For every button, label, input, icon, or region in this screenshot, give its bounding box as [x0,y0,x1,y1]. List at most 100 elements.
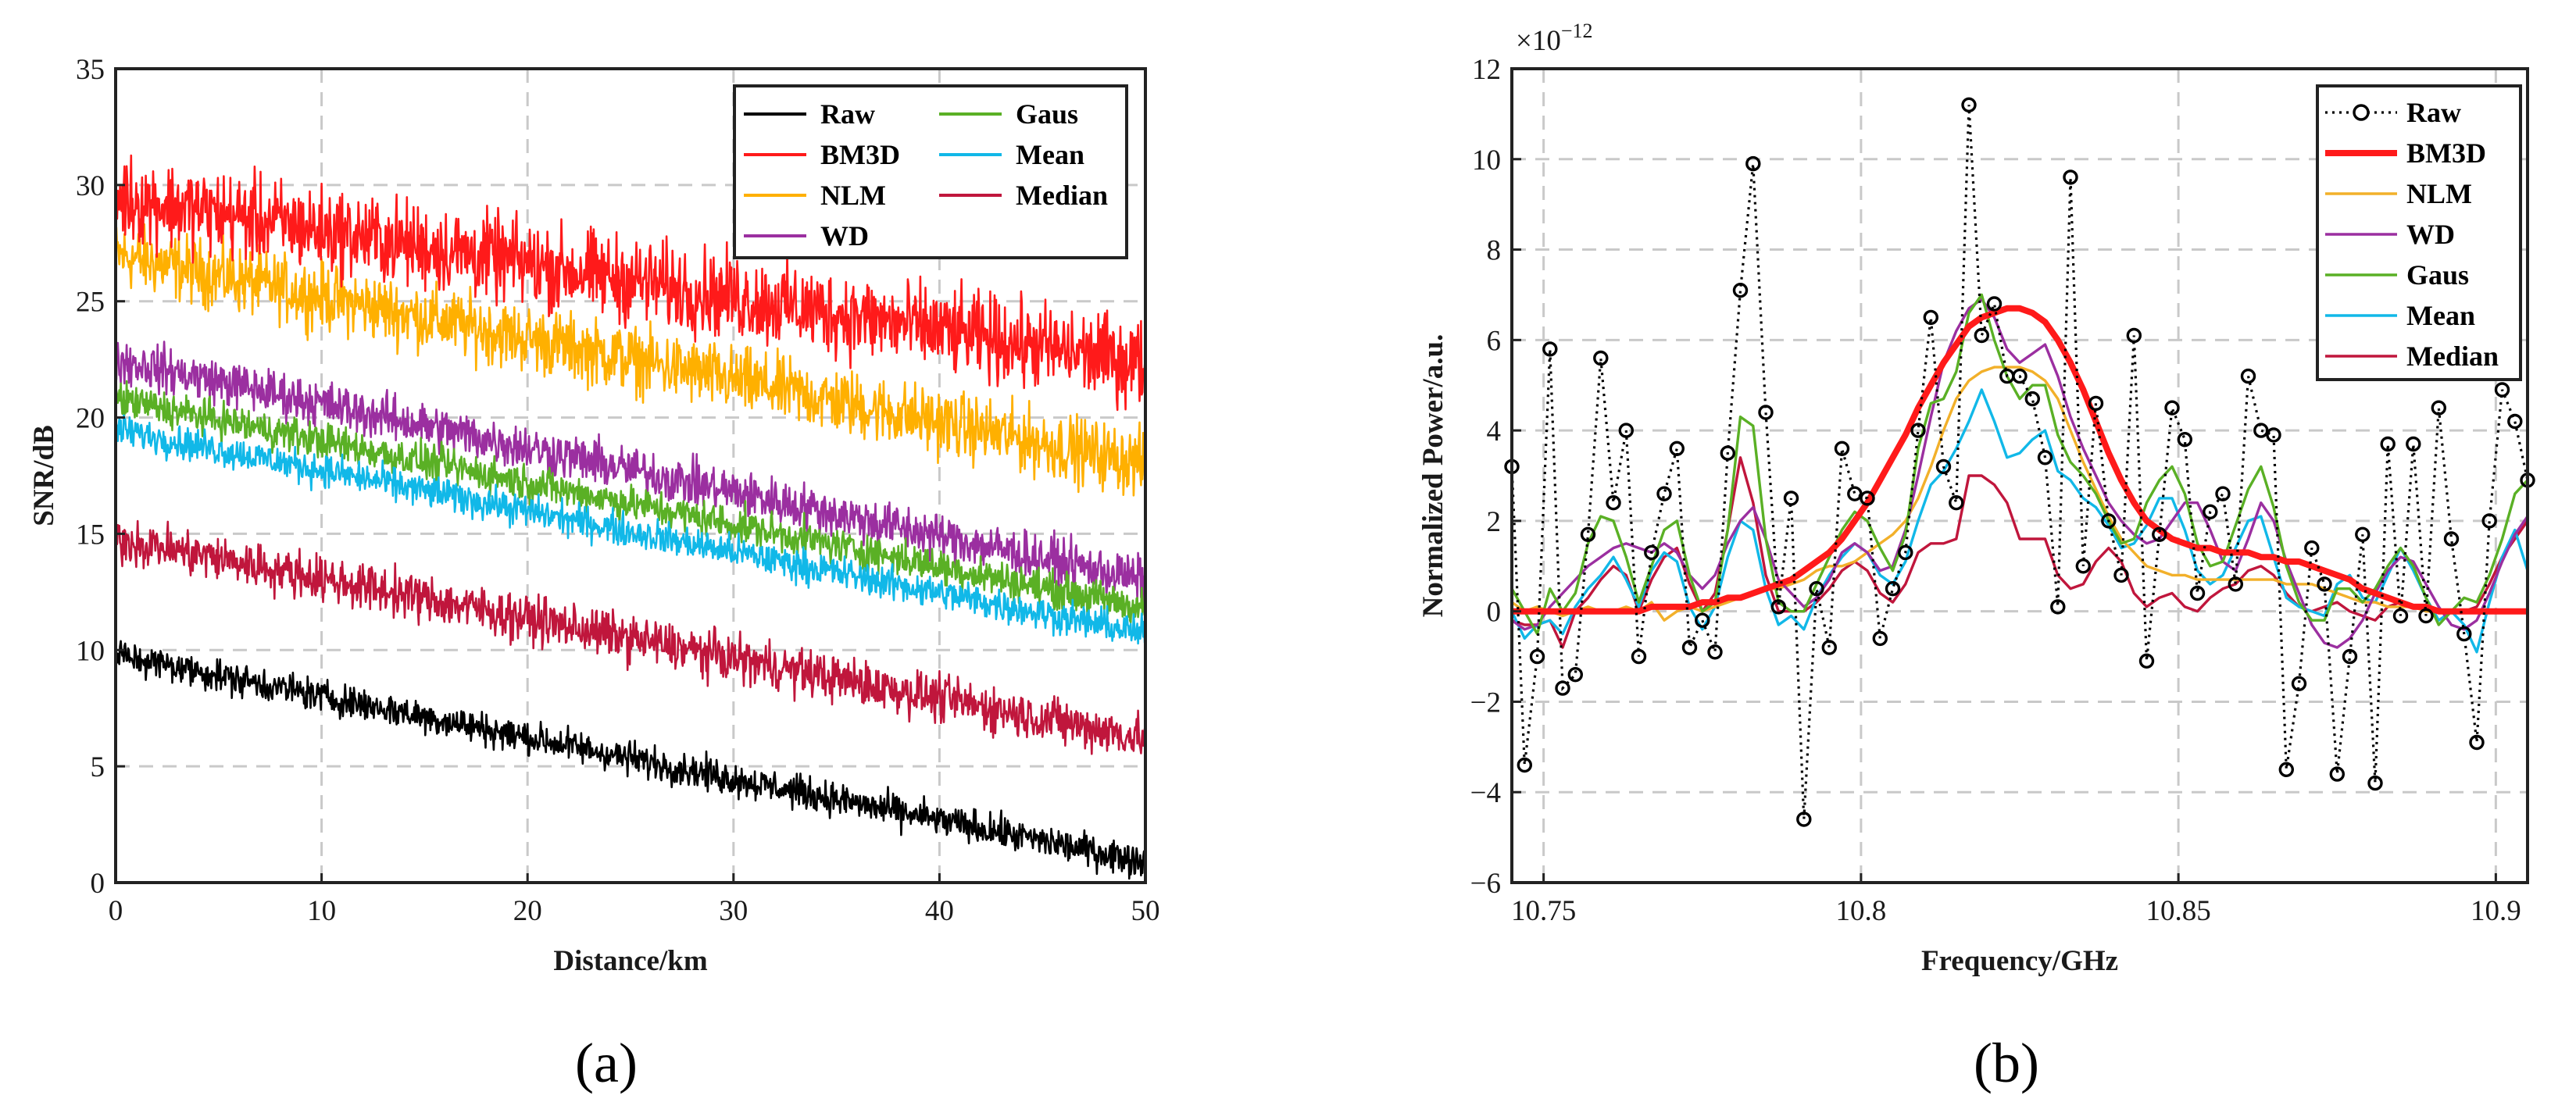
chart-b-legend-box [2316,84,2522,381]
raw-marker [2152,526,2167,542]
chart-a-xtick-label: 10 [307,895,336,927]
chart-b-ytick-label: −6 [1470,868,1501,900]
chart-b-ytick-label: 4 [1487,416,1502,448]
raw-marker [2355,526,2371,542]
raw-marker [1720,445,1736,461]
raw-marker [2228,576,2244,592]
chart-a-ytick-label: 25 [76,287,105,319]
legend-label-median: Median [1016,180,1108,211]
chart-a-legend: Raw BM3D NLM WD Gaus Mean Median [733,84,1128,259]
chart-b-legend: Raw BM3D NLM WD Gaus Mean Median [2316,84,2522,381]
chart-b-ytick-label: 12 [1472,54,1501,86]
raw-marker [1872,630,1888,647]
raw-marker [1631,648,1647,665]
series-line-gaus [1510,293,2529,636]
series-line-nlm [114,223,1147,497]
legend-label-gaus: Gaus [2406,259,2469,291]
raw-marker [1923,309,1939,326]
raw-marker [1656,486,1672,501]
chart-b-xlabel: Frequency/GHz [1921,945,2118,977]
raw-marker [1517,757,1533,773]
raw-marker [2253,423,2269,438]
chart-a-ytick-label: 5 [91,751,105,783]
legend-label-gaus: Gaus [1016,98,1078,130]
legend-label-nlm: NLM [820,180,886,211]
raw-marker [2063,169,2078,185]
raw-marker [2189,585,2206,601]
chart-b-ytick-label: −4 [1470,777,1501,809]
raw-marker [2392,608,2409,624]
raw-marker [1681,640,1698,655]
raw-marker [2203,504,2218,519]
chart-b-ytick-label: 10 [1472,144,1501,177]
chart-a-lines [114,154,1147,880]
raw-marker [2113,567,2129,583]
panel-a-label: (a) [575,1032,638,1094]
raw-marker [2304,540,2320,556]
series-line-bm3d [114,154,1147,412]
raw-marker [2215,486,2231,501]
raw-marker [2012,368,2028,384]
legend-label-median: Median [2406,341,2499,372]
legend-label-mean: Mean [1016,139,1084,170]
chart-b-exponent: ×10−12 [1516,20,1593,57]
raw-marker [2291,676,2307,691]
raw-marker [2456,626,2472,642]
chart-a: 0 10 20 30 40 50 0 5 10 15 20 25 30 35 Distance/km SN… [28,54,1160,1094]
raw-marker [2481,513,2497,529]
raw-marker [1644,544,1660,561]
chart-b-ytick-label: 8 [1487,235,1502,267]
raw-marker [2342,648,2358,665]
series-line-nlm [1511,366,2528,622]
raw-marker [2443,531,2460,547]
raw-marker [1974,327,1990,344]
raw-marker [1796,812,1812,827]
raw-marker [2406,436,2421,452]
chart-a-xtick-label: 40 [925,895,954,927]
raw-marker [1732,283,1749,298]
chart-b-ytick-label: 2 [1487,506,1502,538]
panel-b-label: (b) [1974,1032,2039,1094]
chart-a-ticks: 0 10 20 30 40 50 0 5 10 15 20 25 30 35 [76,54,1160,927]
raw-marker [1898,544,1913,561]
chart-a-ytick-label: 35 [76,54,105,86]
series-line-mean [1510,388,2529,654]
chart-a-plot-frame [114,67,1147,884]
legend-label-raw: Raw [820,98,875,130]
raw-marker [1783,491,1799,506]
legend-label-mean: Mean [2406,300,2475,331]
chart-a-ytick-label: 30 [76,170,105,202]
raw-marker [1809,581,1824,597]
raw-marker [2024,391,2041,407]
raw-marker [2101,513,2117,529]
raw-marker [1758,405,1774,420]
series-line-median [114,519,1147,755]
chart-b-ytick-label: 6 [1487,325,1502,357]
series-line-bm3d [1512,305,2528,615]
chart-b-plot-frame [1510,67,2529,884]
raw-marker [2075,558,2092,574]
raw-marker [1529,648,1545,665]
raw-marker [2240,368,2256,384]
raw-marker [1567,667,1584,683]
raw-marker [2177,432,2193,448]
chart-b-xtick-label: 10.9 [2471,895,2521,927]
series-line-gaus [114,380,1147,624]
raw-marker [1555,680,1570,696]
chart-a-xlabel: Distance/km [553,945,708,977]
raw-marker [1910,423,1926,438]
raw-marker [2329,766,2346,782]
raw-marker [1949,495,1964,511]
chart-b-xtick-label: 10.75 [1511,895,1576,927]
chart-b-lines [1504,97,2535,827]
raw-marker [2266,427,2281,443]
raw-marker [1885,581,1901,597]
chart-a-xtick-label: 0 [109,895,123,927]
chart-a-ytick-label: 15 [76,519,105,551]
legend-label-wd: WD [2406,219,2455,250]
chart-a-ytick-label: 20 [76,403,105,435]
chart-b: 10.75 10.8 10.85 10.9 −6 −4 −2 0 2 4 6 8 10 12 ×10−12… [1417,20,2535,1094]
raw-marker [1695,612,1710,628]
raw-marker [2138,653,2155,669]
chart-a-xtick-label: 50 [1131,895,1160,927]
